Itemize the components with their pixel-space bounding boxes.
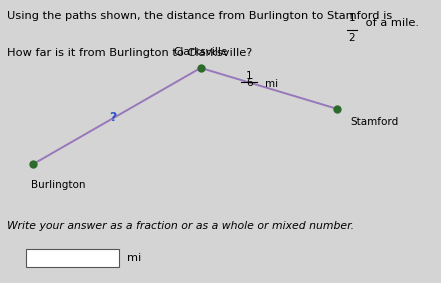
Text: 2: 2 xyxy=(348,33,355,42)
Text: 1: 1 xyxy=(246,71,253,81)
Text: ?: ? xyxy=(109,111,116,124)
Text: mi: mi xyxy=(127,253,141,263)
Text: of a mile.: of a mile. xyxy=(362,18,419,28)
Text: How far is it from Burlington to Clarksville?: How far is it from Burlington to Clarksv… xyxy=(7,48,252,58)
Text: mi: mi xyxy=(265,79,278,89)
Text: 1: 1 xyxy=(348,13,355,23)
Text: Burlington: Burlington xyxy=(31,180,86,190)
Text: 6: 6 xyxy=(246,78,253,88)
Text: Stamford: Stamford xyxy=(351,117,399,127)
Text: Write your answer as a fraction or as a whole or mixed number.: Write your answer as a fraction or as a … xyxy=(7,221,354,231)
Text: Using the paths shown, the distance from Burlington to Stamford is: Using the paths shown, the distance from… xyxy=(7,11,396,21)
Text: Clarksville: Clarksville xyxy=(173,47,228,57)
FancyBboxPatch shape xyxy=(26,249,119,267)
